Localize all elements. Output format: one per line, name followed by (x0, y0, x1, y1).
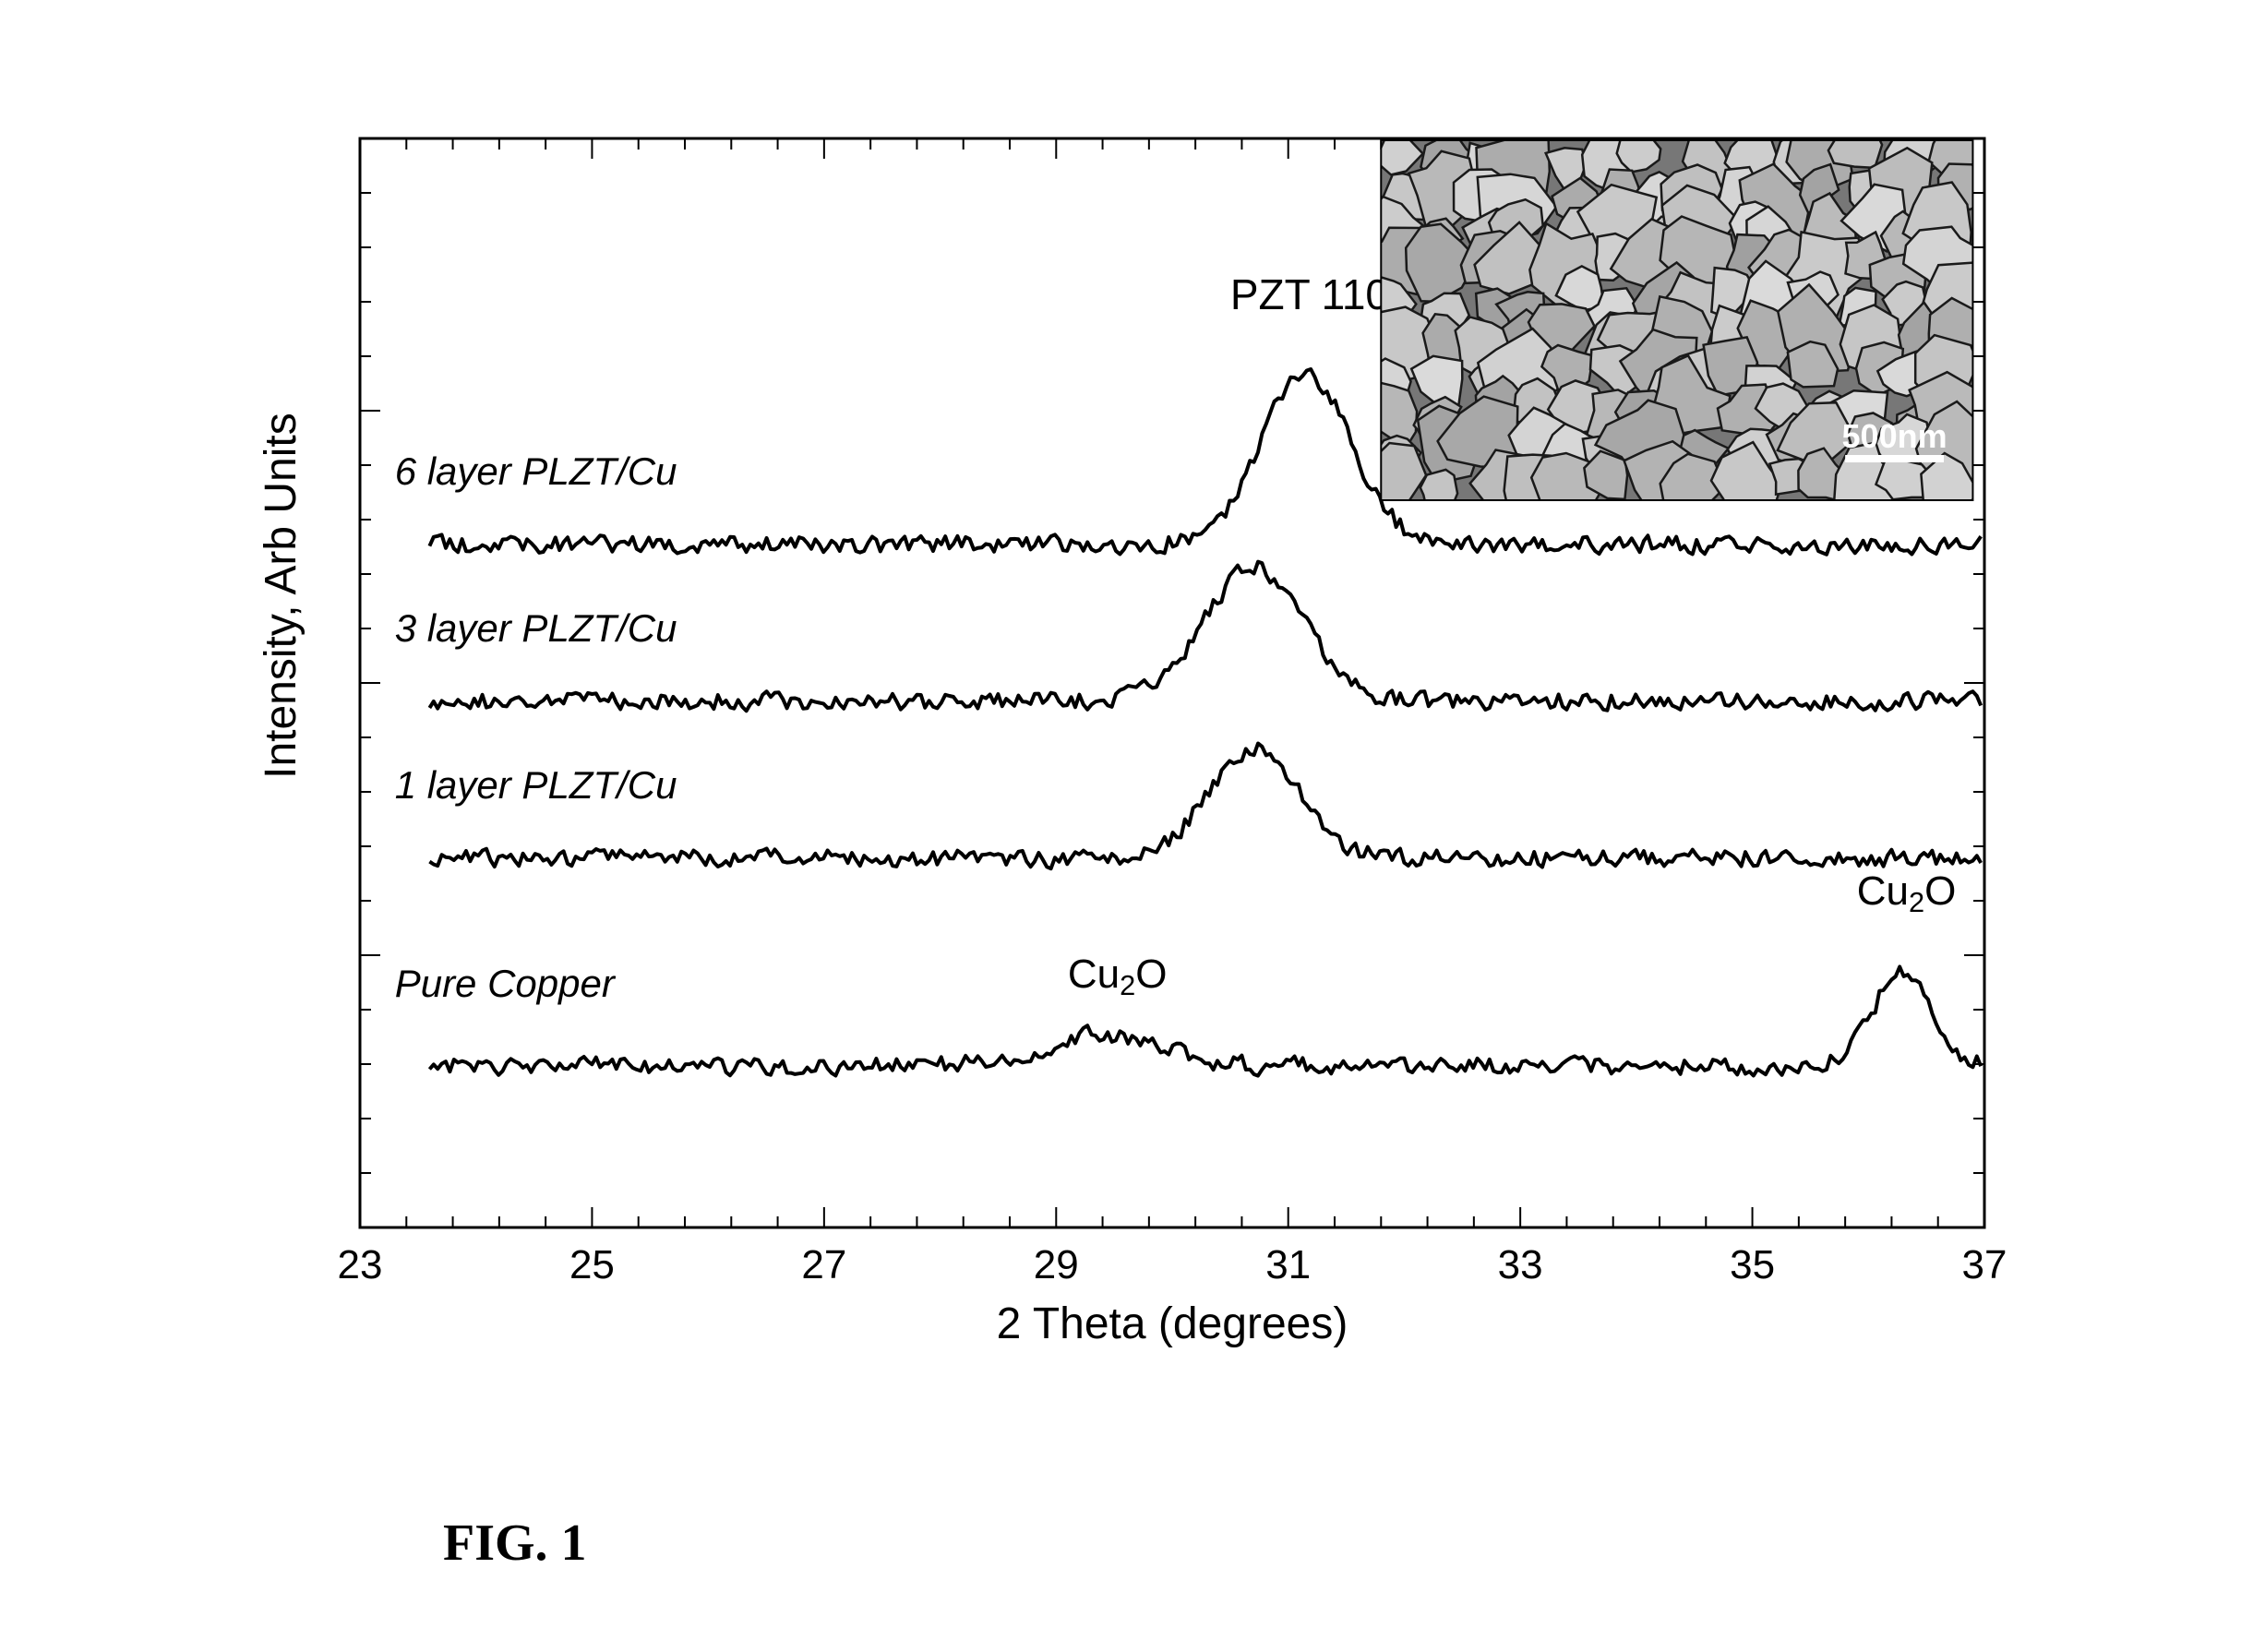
svg-text:25: 25 (569, 1242, 615, 1287)
svg-text:31: 31 (1265, 1242, 1311, 1287)
figure-container: 23 25 27 29 31 33 35 37 2 Theta (degrees) Intensi… (92, 74, 2149, 1578)
svg-text:29: 29 (1034, 1242, 1079, 1287)
xrd-plot: 23 25 27 29 31 33 35 37 2 Theta (degrees) Intensi… (92, 74, 2149, 1440)
peak-label: Cu2O (1857, 868, 1957, 918)
series-label-plzt3: 3 layer PLZT/Cu (395, 606, 677, 650)
peak-label: PZT 110 (1230, 270, 1389, 318)
svg-text:2 Theta (degrees): 2 Theta (degrees) (997, 1299, 1348, 1348)
svg-text:23: 23 (338, 1242, 383, 1287)
svg-text:35: 35 (1730, 1242, 1775, 1287)
series-label-copper: Pure Copper (395, 962, 617, 1005)
series-label-plzt6: 6 layer PLZT/Cu (395, 449, 677, 493)
scalebar-label: 500nm (1842, 417, 1947, 455)
svg-text:33: 33 (1498, 1242, 1543, 1287)
inset-sem: 500nm (1356, 117, 2007, 527)
svg-text:37: 37 (1962, 1242, 2007, 1287)
trace-copper (429, 967, 1981, 1076)
figure-caption: FIG. 1 (443, 1514, 587, 1573)
series-label-plzt1: 1 layer PLZT/Cu (395, 763, 677, 807)
svg-text:27: 27 (801, 1242, 846, 1287)
svg-text:Intensity, Arb Units: Intensity, Arb Units (257, 413, 306, 779)
peak-label: Cu2O (1068, 952, 1168, 1001)
